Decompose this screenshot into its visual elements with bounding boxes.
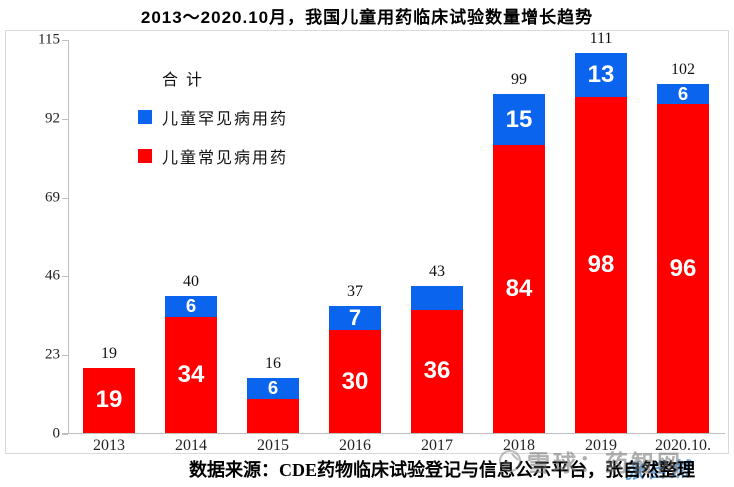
common-value-label: 30	[341, 367, 369, 395]
x-tick-label: 2017	[421, 437, 453, 454]
bar-segment-rare: 6	[165, 294, 217, 317]
bar-segment-common: 36	[411, 309, 463, 433]
y-tick-mark	[62, 40, 68, 41]
total-value-label: 43	[429, 262, 445, 280]
common-value-label: 96	[669, 254, 697, 282]
legend-item-common: 儿童常见病用药	[138, 144, 288, 168]
bar-segment-rare: 15	[493, 93, 545, 146]
common-value-label: 19	[95, 386, 123, 414]
total-value-label: 16	[265, 355, 281, 373]
x-tick-label: 2018	[503, 437, 535, 454]
bar-segment-common: 30	[329, 330, 381, 433]
y-tick-label: 23	[45, 346, 60, 363]
y-tick-label: 46	[45, 267, 60, 284]
y-tick-mark	[62, 197, 68, 199]
rare-value-label: 13	[587, 60, 615, 88]
plot-area: 0 23 46 69 92 115 19 19 2013 34 6 40 2014 6 16 2015 30 7…	[38, 30, 725, 483]
rare-value-label: 6	[185, 294, 197, 316]
y-axis-line	[68, 40, 69, 434]
legend-item-rare: 儿童罕见病用药	[138, 105, 288, 129]
x-tick-label: 2020.10.	[655, 437, 711, 454]
bar-group: 36 43	[411, 263, 463, 433]
rare-value-label: 7	[348, 305, 362, 331]
bar-group: 30 7 37	[329, 283, 381, 433]
xueqiu-watermark-text: 雪球：药智网	[527, 450, 683, 476]
total-value-label: 37	[347, 283, 363, 301]
bar-segment-common: 19	[83, 367, 135, 433]
y-tick-label: 115	[38, 31, 60, 48]
bar-segment-rare: 6	[657, 82, 709, 105]
x-tick-label: 2015	[257, 437, 289, 454]
legend-common-label: 儿童常见病用药	[162, 150, 289, 167]
total-value-label: 102	[671, 60, 695, 78]
bar-segment-rare: 7	[329, 305, 381, 331]
data-source-note: 数据来源：CDE药物临床试验登记与信息公示平台，张自然整理	[188, 460, 695, 480]
common-value-label: 84	[505, 275, 533, 303]
bar-group: 34 6 40	[165, 273, 217, 433]
bar-segment-rare	[411, 285, 463, 310]
y-tick-label: 69	[45, 189, 60, 206]
rare-color-swatch	[138, 110, 152, 124]
common-value-label: 34	[177, 360, 205, 388]
common-value-label: 98	[587, 251, 615, 279]
bar-segment-rare: 13	[575, 52, 627, 98]
bar-group: 6 16	[247, 355, 299, 433]
bar-segment-common: 34	[165, 316, 217, 433]
xueqiu-logo-icon	[498, 449, 522, 473]
rare-value-label: 6	[267, 377, 279, 399]
legend-rare-label: 儿童罕见病用药	[162, 111, 289, 128]
total-value-label: 111	[589, 29, 613, 47]
y-tick-mark	[62, 118, 68, 120]
x-tick-label: 2014	[175, 437, 207, 454]
bar-segment-rare: 6	[247, 378, 299, 399]
chart-legend: 合 计 儿童罕见病用药 儿童常见病用药	[138, 66, 288, 183]
x-axis-line	[62, 433, 725, 434]
bar-group: 19 19	[83, 345, 135, 433]
bar-segment-common	[247, 398, 299, 433]
y-tick-mark	[62, 276, 68, 278]
xueqiu-watermark: 雪球：药智网	[498, 444, 683, 478]
common-value-label: 36	[423, 357, 451, 385]
bar-group: 84 15 99	[493, 71, 545, 433]
total-value-label: 40	[183, 272, 199, 290]
chart-title: 2013～2020.10月，我国儿童用药临床试验数量增长趋势	[140, 8, 594, 27]
y-tick-mark	[62, 355, 68, 357]
x-tick-label: 2013	[93, 437, 125, 454]
y-tick-label: 0	[52, 425, 61, 442]
total-value-label: 99	[511, 70, 527, 88]
bar-group: 96 6 102	[657, 61, 709, 433]
x-tick-label: 2019	[585, 437, 617, 454]
x-tick-label: 2016	[339, 437, 371, 454]
bar-group: 98 13 111	[575, 30, 627, 433]
bar-segment-common: 98	[575, 97, 627, 433]
bar-segment-common: 96	[657, 104, 709, 433]
y-tick-label: 92	[45, 110, 60, 127]
y-tick-mark	[62, 434, 68, 435]
rare-value-label: 15	[505, 105, 533, 133]
bar-segment-common: 84	[493, 145, 545, 433]
common-color-swatch	[138, 149, 152, 163]
rare-value-label: 6	[677, 82, 689, 104]
legend-total-label: 合 计	[162, 72, 205, 89]
total-value-label: 19	[101, 344, 117, 362]
legend-item-total: 合 计	[138, 66, 288, 90]
